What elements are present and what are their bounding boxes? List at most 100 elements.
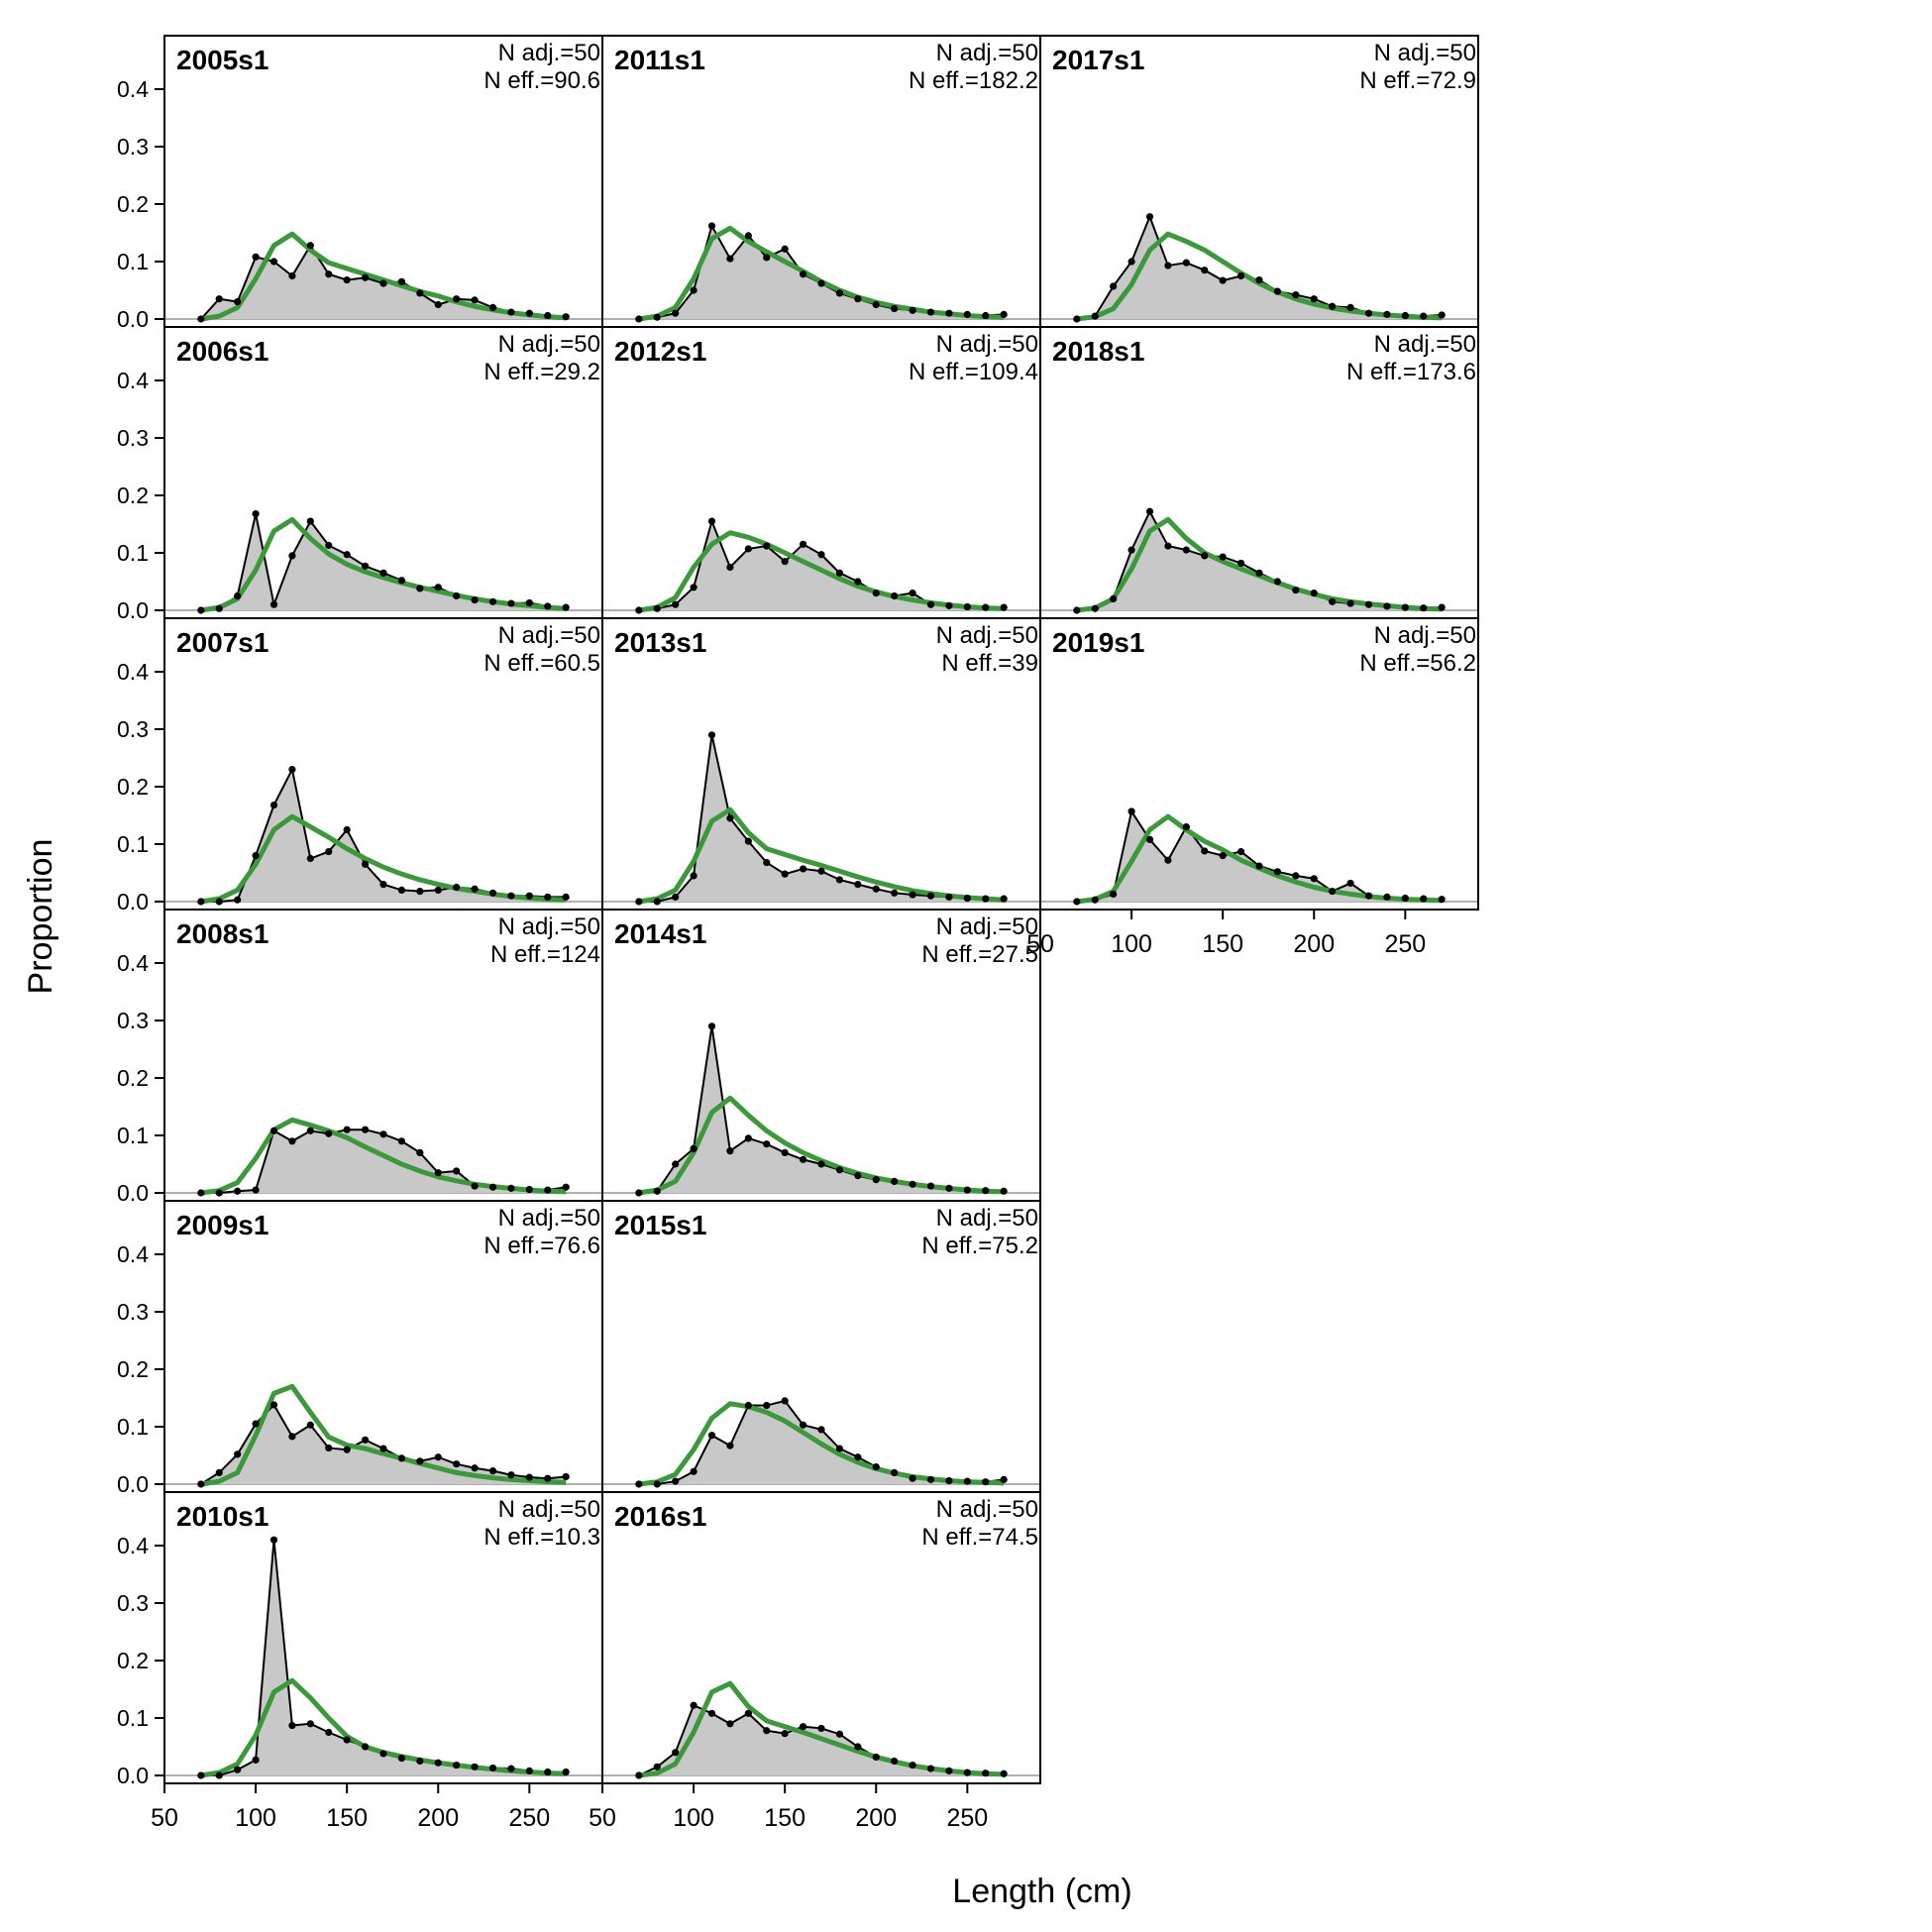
observed-point (234, 896, 242, 904)
observed-point (544, 1186, 552, 1194)
observed-point (726, 255, 734, 263)
observed-area (200, 1540, 567, 1775)
observed-point (1110, 282, 1118, 290)
observed-point (945, 1184, 953, 1192)
y-tick-label: 0.4 (117, 368, 149, 393)
panel-2011s1: 2011s1 N adj.=50N eff.=182.2 (601, 35, 1041, 328)
observed-point (471, 1464, 479, 1472)
n-adj-label: N adj.=50 (936, 913, 1038, 940)
observed-point (1255, 275, 1263, 284)
observed-point (1236, 559, 1245, 568)
observed-point (197, 1189, 205, 1197)
y-tick-label: 0.4 (117, 1533, 149, 1558)
observed-point (1182, 259, 1190, 267)
x-tick-label: 50 (589, 1804, 616, 1832)
observed-area (200, 769, 567, 902)
observed-point (1364, 892, 1373, 900)
panel-label: 2009s1 (176, 1210, 268, 1240)
observed-point (1000, 1187, 1008, 1195)
observed-point (672, 1749, 680, 1757)
observed-point (325, 847, 333, 856)
observed-point (325, 1444, 333, 1452)
x-tick-label: 200 (855, 1804, 897, 1832)
observed-point (252, 1420, 260, 1428)
observed-point (635, 898, 643, 906)
observed-point (854, 1743, 862, 1751)
observed-point (963, 310, 971, 318)
observed-point (1329, 887, 1337, 896)
y-tick-label: 0.2 (117, 1356, 149, 1382)
observed-point (1273, 868, 1282, 876)
observed-point (817, 1724, 825, 1733)
observed-point (416, 1148, 424, 1156)
panel-label: 2013s1 (614, 627, 706, 658)
observed-point (1073, 898, 1081, 906)
observed-area (200, 1129, 567, 1193)
observed-point (763, 1401, 771, 1410)
panel-2013s1: 2013s1 N adj.=50N eff.=39 (601, 617, 1041, 911)
n-eff-label: N eff.=76.6 (483, 1233, 600, 1259)
observed-point (781, 245, 789, 253)
panel-2012s1: 2012s1 N adj.=50N eff.=109.4 (601, 326, 1041, 619)
observed-point (799, 270, 807, 278)
observed-point (507, 308, 515, 316)
observed-point (799, 1155, 807, 1163)
panel-label: 2014s1 (614, 918, 706, 949)
observed-point (343, 1736, 351, 1744)
observed-point (1383, 893, 1391, 901)
observed-point (544, 1474, 552, 1482)
observed-point (744, 837, 752, 845)
panel-frame (1039, 617, 1479, 911)
observed-area (638, 734, 1005, 902)
observed-point (1292, 291, 1300, 299)
observed-point (835, 1166, 844, 1174)
observed-point (1219, 553, 1227, 561)
observed-point (726, 1720, 734, 1728)
y-axis-title: Proportion (22, 839, 59, 995)
n-eff-label: N eff.=56.2 (1359, 650, 1476, 677)
observed-point (672, 893, 680, 901)
observed-point (379, 279, 387, 287)
observed-point (453, 1167, 461, 1175)
observed-point (1420, 604, 1428, 612)
observed-point (215, 1468, 223, 1476)
y-tick-label: 0.0 (117, 597, 149, 623)
observed-point (379, 1130, 387, 1138)
observed-point (909, 1761, 916, 1770)
observed-point (252, 851, 260, 860)
observed-point (653, 1763, 661, 1771)
observed-point (325, 541, 333, 550)
n-adj-label: N adj.=50 (498, 622, 600, 649)
n-eff-label: N eff.=182.2 (909, 67, 1038, 94)
y-tick-label: 0.4 (117, 950, 149, 976)
observed-point (525, 1767, 533, 1774)
observed-point (854, 578, 862, 586)
panel-2017s1: 2017s1 N adj.=50N eff.=72.9 (1039, 35, 1479, 328)
n-eff-label: N eff.=72.9 (1359, 67, 1476, 94)
observed-point (763, 1140, 771, 1148)
n-eff-label: N eff.=124 (490, 941, 600, 968)
y-tick-label: 0.1 (117, 831, 149, 857)
observed-point (361, 562, 370, 570)
observed-point (434, 886, 442, 894)
observed-point (781, 1148, 789, 1156)
x-tick-label: 250 (1384, 930, 1426, 958)
observed-point (269, 600, 278, 608)
observed-point (763, 542, 771, 550)
n-adj-label: N adj.=50 (936, 622, 1038, 649)
observed-point (361, 1126, 370, 1133)
observed-point (306, 854, 314, 863)
observed-point (926, 308, 935, 316)
observed-point (306, 1127, 314, 1134)
observed-point (1346, 303, 1354, 311)
y-tick-label: 0.3 (117, 425, 149, 451)
observed-point (872, 1753, 880, 1762)
observed-point (269, 1127, 278, 1134)
n-adj-label: N adj.=50 (936, 40, 1038, 66)
observed-point (562, 893, 570, 901)
observed-point (453, 295, 461, 303)
observed-point (835, 569, 844, 577)
observed-point (252, 253, 260, 261)
n-adj-label: N adj.=50 (498, 913, 600, 940)
observed-point (653, 1480, 661, 1488)
